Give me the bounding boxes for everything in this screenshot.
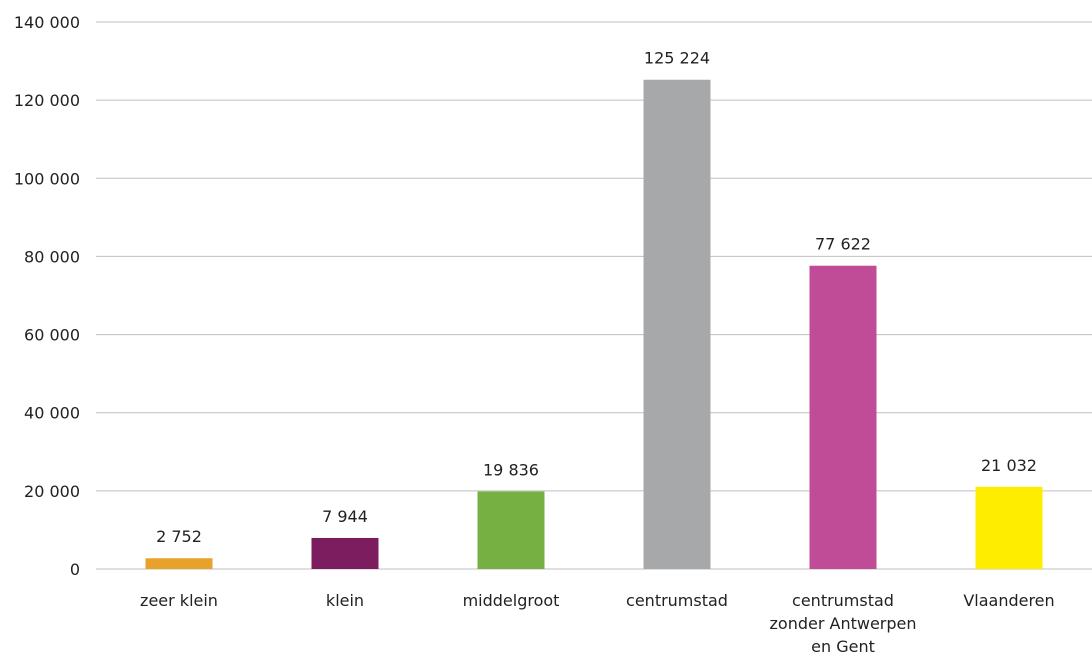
y-axis-tick-labels: 0 20 000 40 000 60 000 80 000 100 000 120 000 1…: [14, 13, 80, 579]
category-label: zeer klein: [140, 591, 218, 610]
bars: [145, 79, 1043, 570]
category-label: klein: [326, 591, 364, 610]
category-label: Vlaanderen: [963, 591, 1054, 610]
bar: [311, 537, 379, 569]
y-tick-label: 0: [70, 560, 80, 579]
y-tick-label: 60 000: [24, 326, 80, 345]
bar: [975, 486, 1043, 569]
y-tick-label: 140 000: [14, 13, 80, 32]
y-tick-label: 120 000: [14, 91, 80, 110]
data-label: 77 622: [815, 235, 871, 254]
bar: [809, 265, 877, 569]
y-tick-label: 80 000: [24, 247, 80, 266]
bar: [145, 558, 213, 569]
category-label: centrumstad zonder Antwerpen en Gent: [770, 591, 917, 656]
category-labels: zeer klein klein middelgroot centrumstad cen…: [140, 591, 1055, 656]
gridlines: [96, 21, 1092, 570]
y-tick-label: 100 000: [14, 169, 80, 188]
bar: [477, 491, 545, 569]
data-labels: 2 752 7 944 19 836 125 224 77 622 21 032: [156, 49, 1037, 547]
y-tick-label: 40 000: [24, 404, 80, 423]
data-label: 19 836: [483, 460, 539, 479]
data-label: 7 944: [322, 507, 368, 526]
bar: [643, 79, 711, 570]
data-label: 125 224: [644, 49, 710, 68]
category-label: centrumstad: [626, 591, 728, 610]
y-tick-label: 20 000: [24, 482, 80, 501]
category-label: middelgroot: [463, 591, 560, 610]
data-label: 21 032: [981, 456, 1037, 475]
data-label: 2 752: [156, 527, 202, 546]
